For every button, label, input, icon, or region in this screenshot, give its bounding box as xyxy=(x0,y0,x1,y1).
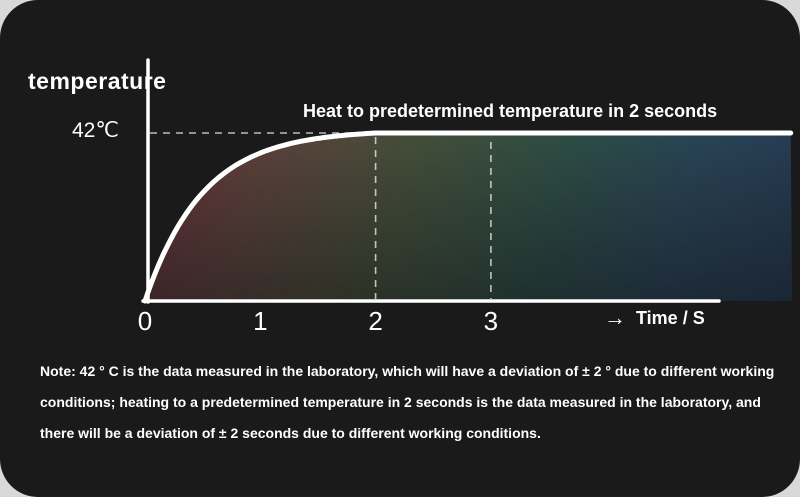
chart-annotation: Heat to predetermined temperature in 2 s… xyxy=(303,101,718,121)
curve-area-shade xyxy=(145,133,792,301)
y-axis-title: temperature xyxy=(28,68,167,94)
y-tick-42c: 42℃ xyxy=(72,119,119,142)
temperature-curve xyxy=(142,130,794,304)
x-tick-label: 1 xyxy=(253,306,268,336)
x-tick-label: 0 xyxy=(137,306,153,336)
right-arrow-icon: → xyxy=(604,305,626,330)
x-axis-title: → Time / S xyxy=(604,307,705,329)
x-tick-label: 3 xyxy=(483,306,499,336)
x-axis-title-text: Time / S xyxy=(636,307,705,328)
x-tick-label: 2 xyxy=(368,306,383,336)
note-text: Note: 42 ° C is the data measured in the… xyxy=(40,363,775,441)
